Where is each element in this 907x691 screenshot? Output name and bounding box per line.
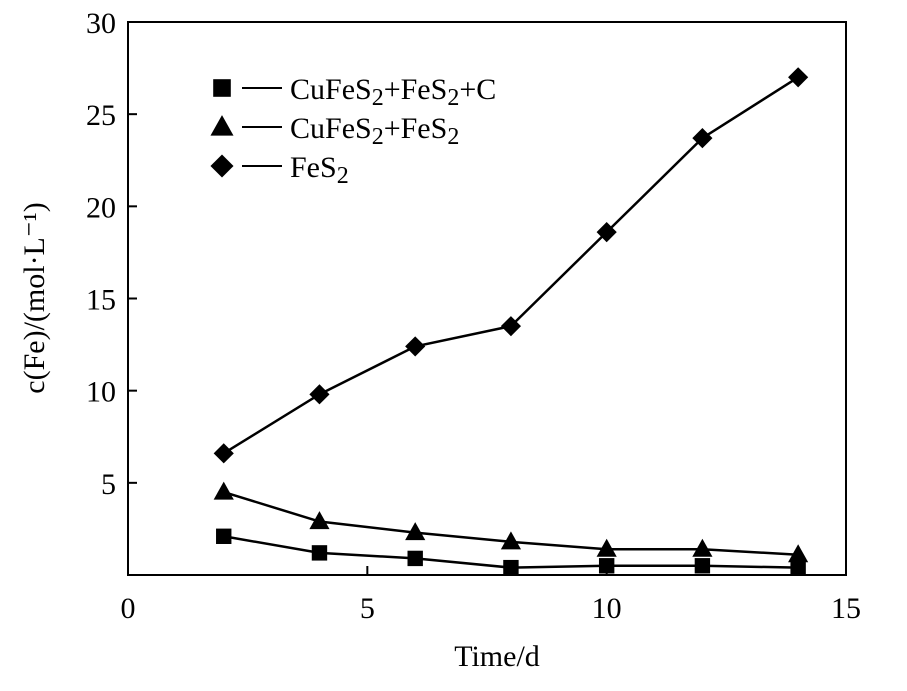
data-point-square xyxy=(216,528,232,544)
data-point-diamond xyxy=(500,316,522,337)
legend-text-part: +FeS xyxy=(384,112,448,145)
data-point-square xyxy=(694,558,711,574)
legend-text-part: +C xyxy=(459,73,496,106)
legend-marker-square xyxy=(213,79,231,97)
y-tick-label: 20 xyxy=(86,191,116,224)
data-point-square xyxy=(311,545,328,561)
data-point-triangle xyxy=(213,481,234,500)
axis-ticks xyxy=(128,113,608,575)
x-tick-label: 5 xyxy=(360,592,375,625)
y-axis-title: c(Fe)/(mol·L⁻¹) xyxy=(18,202,51,393)
axis-tick-labels: 0 5 10 15 5 10 15 20 25 30 xyxy=(86,7,861,625)
data-point-triangle xyxy=(500,531,522,550)
data-point-triangle xyxy=(692,538,713,557)
legend-marker-diamond xyxy=(210,154,234,178)
data-point-diamond xyxy=(788,67,809,88)
y-tick-label: 30 xyxy=(86,7,116,40)
data-point-diamond xyxy=(309,384,330,405)
y-tick-label: 15 xyxy=(86,284,116,317)
data-point-diamond xyxy=(405,336,426,357)
legend-label: CuFeS2+FeS2+C xyxy=(290,73,496,111)
y-tick-label: 25 xyxy=(86,99,116,132)
data-point-square xyxy=(407,550,423,567)
x-tick-label: 15 xyxy=(831,592,861,625)
data-point-diamond xyxy=(692,128,713,149)
data-point-triangle xyxy=(405,522,426,541)
data-point-diamond xyxy=(213,443,234,464)
series-markers xyxy=(213,67,809,576)
x-axis-title: Time/d xyxy=(454,640,540,673)
x-tick-label: 0 xyxy=(121,592,136,625)
data-point-diamond xyxy=(596,222,617,243)
data-point-square xyxy=(790,559,806,576)
legend-text-part: CuFeS xyxy=(290,112,372,145)
legend-text-part: FeS xyxy=(290,151,337,184)
data-point-triangle xyxy=(309,511,330,530)
legend-subscript: 2 xyxy=(447,85,459,111)
legend-label: CuFeS2+FeS2 xyxy=(290,112,459,150)
legend-subscript: 2 xyxy=(447,124,459,150)
data-point-triangle xyxy=(596,538,617,557)
legend-text-part: +FeS xyxy=(384,73,448,106)
legend-subscript: 2 xyxy=(372,85,384,111)
data-point-square xyxy=(598,558,615,574)
legend-label: FeS2 xyxy=(290,151,349,189)
legend-text-part: CuFeS xyxy=(290,73,372,106)
y-tick-label: 5 xyxy=(101,468,116,501)
y-tick-label: 10 xyxy=(86,376,116,409)
data-point-triangle xyxy=(788,544,809,563)
legend-subscript: 2 xyxy=(372,124,384,150)
legend-subscript: 2 xyxy=(337,163,349,189)
legend-marker-triangle xyxy=(210,115,234,136)
x-tick-label: 10 xyxy=(592,592,622,625)
data-point-square xyxy=(503,559,519,576)
